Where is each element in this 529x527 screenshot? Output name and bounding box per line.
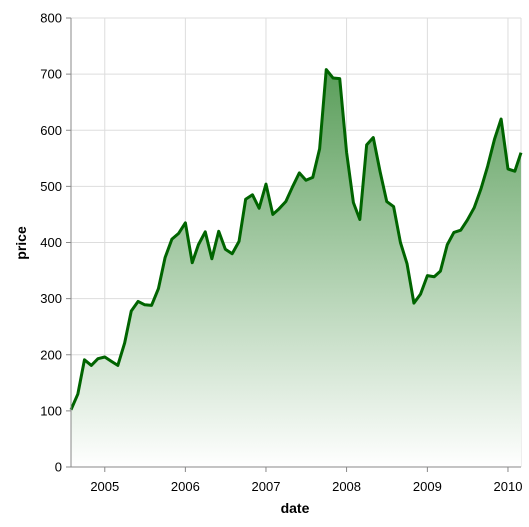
y-tick-label: 500 (40, 179, 62, 194)
y-axis-title: price (13, 226, 29, 260)
y-tick-label: 400 (40, 235, 62, 250)
x-axis-title: date (281, 500, 310, 516)
x-tick-label: 2008 (332, 479, 361, 494)
x-tick-label: 2005 (90, 479, 119, 494)
y-tick-label: 600 (40, 123, 62, 138)
y-tick-label: 300 (40, 291, 62, 306)
axes: 0 100 200 300 400 500 600 700 800 2005 2006 2007 200… (40, 11, 522, 495)
y-tick-label: 700 (40, 67, 62, 82)
y-tick-label: 0 (55, 460, 62, 475)
y-tick-label: 100 (40, 403, 62, 418)
x-tick-label: 2007 (252, 479, 281, 494)
x-tick-label: 2009 (413, 479, 442, 494)
area-fill-series-0 (71, 69, 521, 467)
labels: date price (13, 226, 310, 516)
price-line-series-0 (69, 68, 523, 411)
y-tick-label: 200 (40, 347, 62, 362)
x-tick-label: 2006 (171, 479, 200, 494)
area-layer (69, 68, 523, 467)
x-tick-label: 2010 (494, 479, 523, 494)
y-tick-label: 800 (40, 11, 62, 26)
